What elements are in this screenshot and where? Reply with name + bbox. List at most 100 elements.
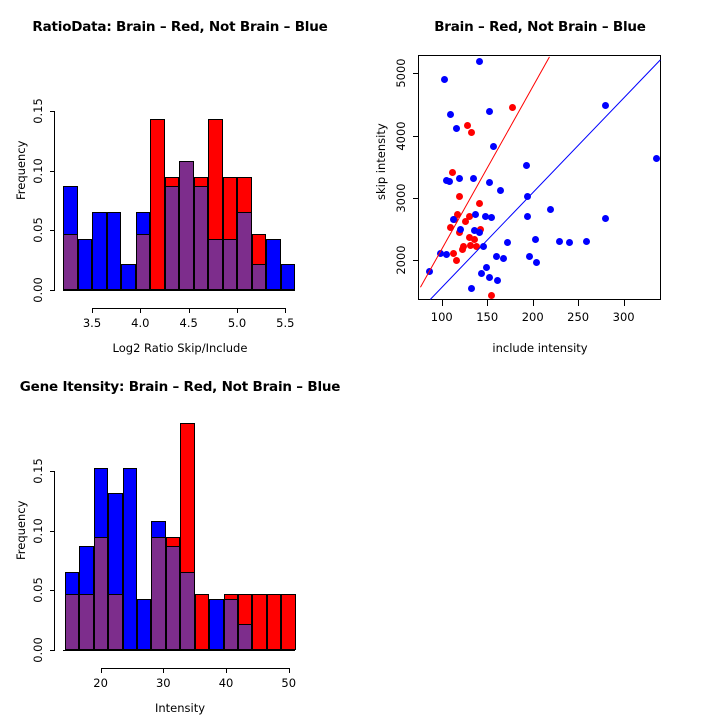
histogram-bar: [209, 598, 224, 650]
scatter-point: [440, 75, 448, 83]
scatter-point: [480, 242, 488, 250]
scatter-point: [556, 238, 564, 246]
scatter-point: [468, 285, 476, 293]
scatter-point: [452, 125, 460, 133]
scatter-point: [465, 234, 473, 242]
histogram-bar: [77, 238, 92, 290]
x-tick-label: 30: [155, 676, 171, 690]
scatter-point: [485, 178, 493, 186]
histogram-bar-overlap: [179, 160, 194, 290]
scatter-point: [481, 213, 489, 221]
scatter-point: [470, 174, 478, 182]
scatter-point: [500, 255, 508, 262]
x-tick-mark: [578, 300, 580, 306]
x-axis-line: [100, 668, 290, 669]
x-tick-label: 250: [567, 310, 590, 324]
histogram-bar: [150, 119, 165, 290]
scatter-point: [450, 216, 458, 224]
x-tick-label: 200: [521, 310, 544, 324]
x-tick-mark: [487, 300, 489, 306]
x-tick-mark: [285, 308, 287, 313]
scatter-point: [472, 242, 480, 250]
scatter-point: [497, 187, 505, 195]
x-tick-label: 40: [218, 676, 234, 690]
histogram-bar: [122, 468, 137, 650]
y-tick-mark: [50, 470, 55, 472]
histogram-bar-overlap: [251, 263, 266, 290]
y-tick-label: 0.10: [31, 157, 45, 184]
scatter-point: [490, 143, 498, 151]
x-tick-mark: [100, 668, 102, 673]
scatter-point: [482, 264, 490, 272]
scatter-point: [457, 226, 465, 234]
histogram-bar-overlap: [64, 593, 80, 650]
scatter-title: Brain – Red, Not Brain – Blue: [434, 19, 646, 35]
y-tick-label: 0.15: [31, 457, 45, 484]
scatter-point: [453, 210, 461, 218]
scatter-point: [470, 235, 478, 243]
x-tick-label: 5.0: [227, 316, 247, 330]
scatter-point: [450, 250, 458, 257]
scatter-point: [601, 101, 609, 109]
scatter-point: [466, 213, 474, 221]
x-tick-mark: [623, 300, 625, 306]
scatter-point: [468, 128, 476, 136]
x-tick-mark: [140, 308, 142, 313]
scatter-point: [475, 58, 483, 66]
scatter-point: [492, 253, 500, 261]
histogram-bar: [106, 212, 121, 290]
x-tick-label: 150: [476, 310, 499, 324]
y-tick-mark: [413, 135, 419, 137]
histogram-bar-overlap: [237, 623, 253, 650]
x-tick-mark: [163, 668, 165, 673]
y-tick-label: 0.00: [31, 277, 45, 303]
histogram-bar-overlap: [208, 238, 223, 290]
scatter-point: [442, 251, 450, 259]
scatter-point: [456, 193, 464, 201]
histogram-bar: [92, 212, 107, 290]
histogram-bar-overlap: [135, 233, 150, 290]
x-tick-mark: [92, 308, 93, 313]
y-tick-mark: [50, 530, 55, 532]
histogram-bar-overlap: [222, 238, 237, 290]
scatter-point: [503, 238, 511, 246]
y-tick-mark: [50, 230, 55, 232]
y-tick-mark: [50, 290, 55, 291]
scatter-xlabel: include intensity: [492, 341, 588, 355]
scatter-point: [547, 205, 555, 213]
x-tick-mark: [441, 300, 443, 306]
histogram-bar: [266, 238, 281, 290]
scatter-point: [437, 250, 445, 257]
scatter-point: [475, 199, 483, 207]
x-tick-mark: [237, 308, 238, 313]
x-tick-mark: [226, 668, 228, 673]
gene-histogram-title: Gene Itensity: Brain – Red, Not Brain – …: [19, 379, 341, 395]
y-tick-mark: [50, 170, 55, 172]
scatter-point: [485, 107, 493, 115]
x-tick-label: 4.5: [179, 316, 198, 330]
scatter-point: [532, 259, 540, 267]
scatter-point: [488, 291, 496, 299]
y-tick-label: 3000: [394, 183, 408, 213]
scatter-point: [447, 223, 455, 231]
scatter-point: [467, 241, 475, 249]
histogram-bar-overlap: [193, 186, 208, 290]
scatter-point: [488, 213, 496, 221]
y-tick-label: 0.05: [31, 217, 45, 244]
histogram-bar: [194, 593, 210, 650]
gene-histogram-ylabel: Frequency: [14, 500, 28, 560]
x-tick-mark: [288, 668, 290, 673]
histogram-bar: [266, 593, 282, 650]
scatter-point: [522, 162, 530, 170]
x-tick-label: 5.5: [276, 316, 295, 330]
scatter-point: [452, 256, 460, 264]
scatter-point: [478, 269, 486, 277]
y-tick-mark: [413, 260, 419, 262]
y-tick-label: 4000: [394, 121, 408, 151]
scatter-point: [601, 214, 609, 222]
histogram-bar-overlap: [237, 212, 252, 290]
scatter-point: [447, 111, 455, 119]
x-tick-label: 300: [612, 310, 635, 324]
panel-ratio-histogram: RatioData: Brain – Red, Not Brain – Blue…: [0, 0, 360, 360]
